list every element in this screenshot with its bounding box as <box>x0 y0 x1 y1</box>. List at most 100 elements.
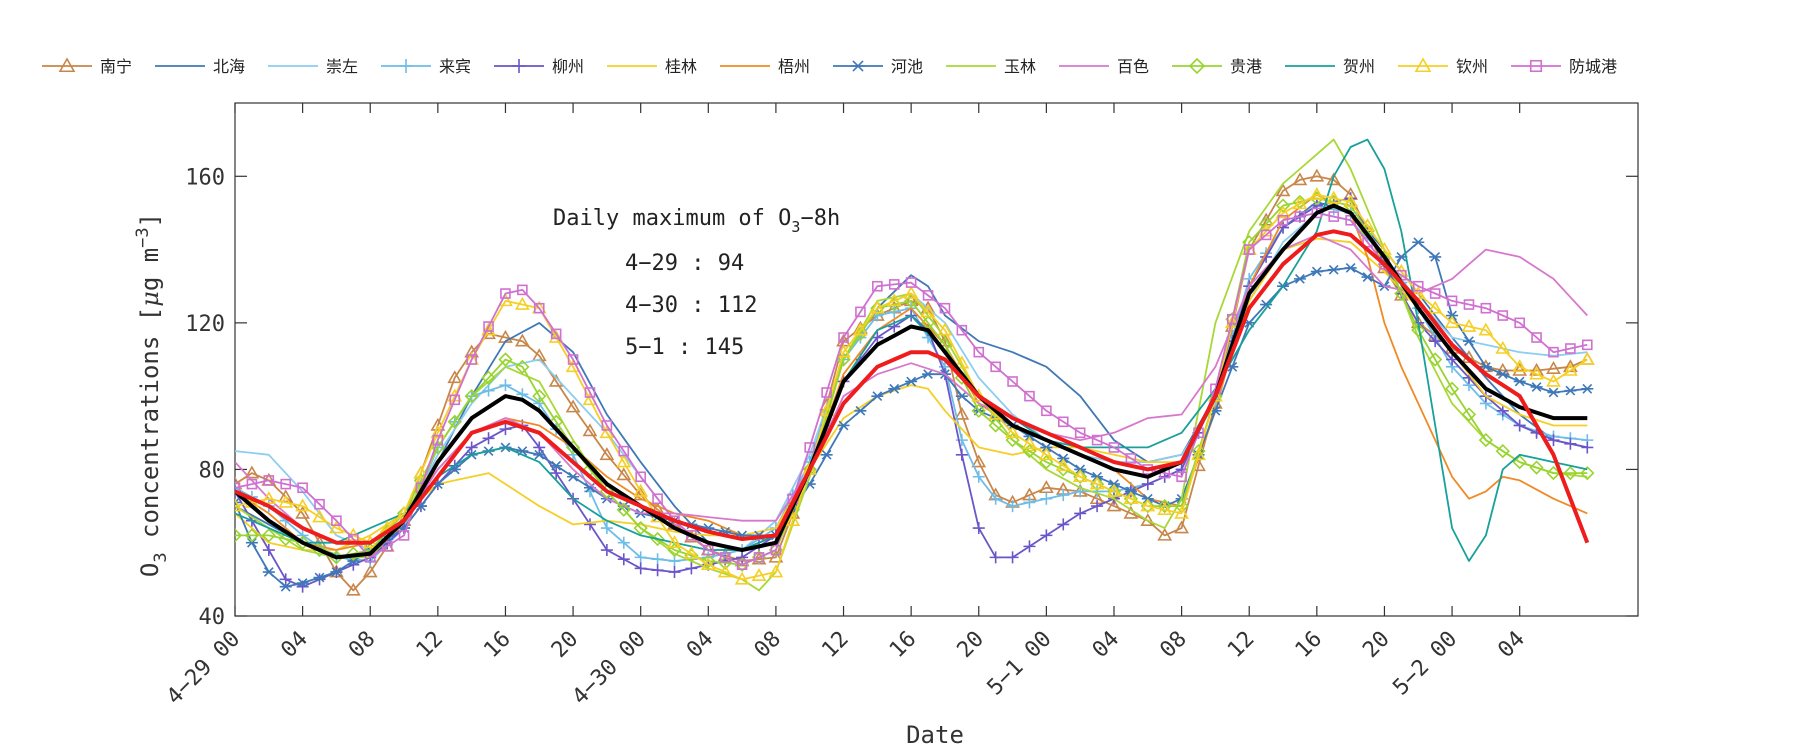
data-point-triangle <box>1309 168 1325 182</box>
series-桂林 <box>235 237 1588 551</box>
data-point-triangle <box>1224 315 1240 329</box>
data-point-square <box>449 394 461 406</box>
data-point-triangle <box>1563 362 1578 376</box>
data-point-plus <box>296 529 309 542</box>
data-point-square <box>1007 376 1018 387</box>
series-line <box>235 138 1588 562</box>
series-aggregate-14 <box>235 203 1588 560</box>
data-point-star <box>1293 274 1306 284</box>
data-point-triangle <box>717 564 733 578</box>
data-point-diamond <box>1005 432 1020 448</box>
legend-item-北海: 北海 <box>155 57 245 76</box>
data-point-star <box>905 376 918 387</box>
data-point-star <box>871 391 884 402</box>
data-point-triangle <box>413 465 429 479</box>
data-point-plus <box>1023 540 1036 553</box>
data-point-triangle <box>599 447 615 461</box>
data-point-triangle <box>700 557 716 571</box>
data-point-diamond <box>1188 57 1206 75</box>
data-point-triangle <box>734 571 750 585</box>
data-point-square <box>838 332 849 343</box>
x-tick-label: 08 <box>750 627 786 663</box>
axis-ticks <box>234 103 1638 617</box>
data-point-square <box>550 328 562 340</box>
data-point-diamond <box>971 403 986 418</box>
data-point-diamond <box>616 502 631 517</box>
y-tick-label: 120 <box>185 312 225 337</box>
data-point-triangle <box>1529 366 1544 380</box>
data-point-square <box>1108 442 1120 453</box>
data-point-square <box>1277 214 1289 226</box>
data-point-diamond <box>498 352 513 367</box>
data-point-diamond <box>1157 498 1172 514</box>
data-point-star <box>1412 237 1425 248</box>
data-point-square <box>939 302 951 314</box>
data-point-plus <box>685 562 698 575</box>
data-point-plus <box>262 544 275 557</box>
annotation-line-1: 4−29 : 94 <box>625 251 744 276</box>
data-point-plus <box>550 467 563 480</box>
annotation-line-3: 5−1 : 145 <box>625 335 744 360</box>
data-point-plus <box>972 470 985 483</box>
data-point-triangle <box>1055 458 1071 472</box>
data-point-diamond <box>1478 432 1493 448</box>
data-point-triangle <box>836 344 851 358</box>
x-axis-title: Date <box>906 721 964 749</box>
data-point-plus <box>1310 199 1323 212</box>
data-point-plus <box>989 551 1002 564</box>
data-point-plus <box>989 492 1002 505</box>
data-point-triangle <box>244 465 260 479</box>
data-point-diamond <box>1495 443 1510 459</box>
data-point-triangle <box>1174 505 1189 519</box>
data-point-triangle <box>1292 172 1308 186</box>
data-point-star <box>922 369 935 380</box>
x-tick-label: 04 <box>1088 627 1124 663</box>
data-point-triangle <box>616 454 632 468</box>
data-point-square <box>517 284 528 296</box>
data-point-plus <box>499 379 512 392</box>
data-point-diamond <box>430 440 445 455</box>
data-point-diamond <box>481 370 496 385</box>
data-point-triangle <box>1546 373 1561 387</box>
series-line <box>235 175 1588 592</box>
data-point-triangle <box>920 304 936 318</box>
data-point-square <box>973 346 985 358</box>
data-point-triangle <box>278 489 294 503</box>
legend-item-贺州: 贺州 <box>1285 57 1375 76</box>
x-tick-label: 5−1 00 <box>983 627 1057 701</box>
data-point-square <box>500 288 511 299</box>
data-point-diamond <box>1563 465 1578 481</box>
x-tick-label: 04 <box>682 627 718 663</box>
data-point-diamond <box>836 352 851 367</box>
annotation-line-2: 4−30 : 112 <box>625 293 757 318</box>
series-河池 <box>235 237 1594 592</box>
data-point-triangle <box>481 322 496 336</box>
legend-label: 崇左 <box>326 57 358 76</box>
x-tick-label: 12 <box>412 627 448 663</box>
legend-item-防城港: 防城港 <box>1511 57 1617 76</box>
legend-item-玉林: 玉林 <box>946 57 1036 76</box>
data-point-triangle <box>1292 196 1308 210</box>
data-point-plus <box>600 522 613 535</box>
data-point-triangle <box>1275 205 1291 219</box>
data-point-triangle <box>1106 483 1122 497</box>
data-point-triangle <box>1157 527 1173 541</box>
data-point-triangle <box>633 483 649 497</box>
data-point-star <box>1581 383 1594 394</box>
data-point-triangle <box>937 322 953 336</box>
data-point-square <box>263 475 275 486</box>
data-point-square <box>1565 343 1576 354</box>
data-point-plus <box>617 553 630 566</box>
series-百色 <box>235 233 1588 544</box>
data-point-plus <box>1006 551 1019 564</box>
data-point-square <box>1125 453 1137 464</box>
data-point-plus <box>600 544 613 557</box>
data-point-star <box>1310 266 1323 277</box>
data-point-triangle <box>684 546 699 560</box>
data-point-triangle <box>616 467 632 481</box>
data-point-square <box>381 541 393 552</box>
data-point-diamond <box>1512 454 1527 470</box>
data-point-square <box>314 498 325 510</box>
series-贺州 <box>235 138 1588 562</box>
data-point-square <box>1294 211 1306 222</box>
